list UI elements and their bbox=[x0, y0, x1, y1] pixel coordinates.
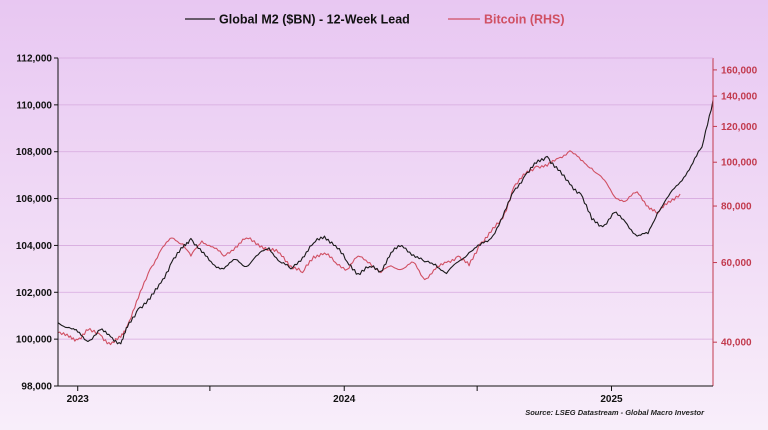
right-tick-label: 80,000 bbox=[721, 202, 752, 213]
legend: Global M2 ($BN) - 12-Week Lead Bitcoin (… bbox=[185, 13, 565, 27]
left-tick-label: 106,000 bbox=[16, 194, 53, 205]
x-tick-label: 2023 bbox=[67, 394, 90, 405]
legend-label-btc: Bitcoin (RHS) bbox=[484, 13, 565, 27]
left-tick-label: 102,000 bbox=[16, 288, 53, 299]
right-tick-label: 120,000 bbox=[721, 122, 758, 133]
left-tick-label: 110,000 bbox=[16, 100, 52, 111]
source-note: Source: LSEG Datastream - Global Macro I… bbox=[525, 408, 705, 417]
tick-labels: 98,000 100,000 102,000 104,000 106,000 108,00… bbox=[16, 54, 758, 406]
legend-label-m2: Global M2 ($BN) - 12-Week Lead bbox=[219, 13, 410, 27]
left-tick-label: 100,000 bbox=[16, 335, 53, 346]
right-tick-label: 100,000 bbox=[721, 158, 758, 169]
right-tick-label: 40,000 bbox=[721, 338, 752, 349]
right-tick-label: 60,000 bbox=[721, 258, 752, 269]
axes-layer bbox=[54, 57, 717, 391]
grid-lines bbox=[58, 104, 713, 340]
series-layer bbox=[57, 100, 714, 346]
right-tick-label: 140,000 bbox=[721, 92, 758, 103]
right-tick-label: 160,000 bbox=[721, 65, 758, 76]
left-tick-label: 112,000 bbox=[16, 54, 52, 65]
left-tick-label: 108,000 bbox=[16, 147, 53, 158]
left-tick-label: 98,000 bbox=[21, 382, 52, 393]
series-line-global-m2 bbox=[57, 100, 714, 345]
left-tick-label: 104,000 bbox=[16, 241, 53, 252]
series-line-bitcoin bbox=[57, 150, 681, 346]
x-tick-label: 2024 bbox=[333, 394, 356, 405]
x-tick-label: 2025 bbox=[600, 394, 623, 405]
